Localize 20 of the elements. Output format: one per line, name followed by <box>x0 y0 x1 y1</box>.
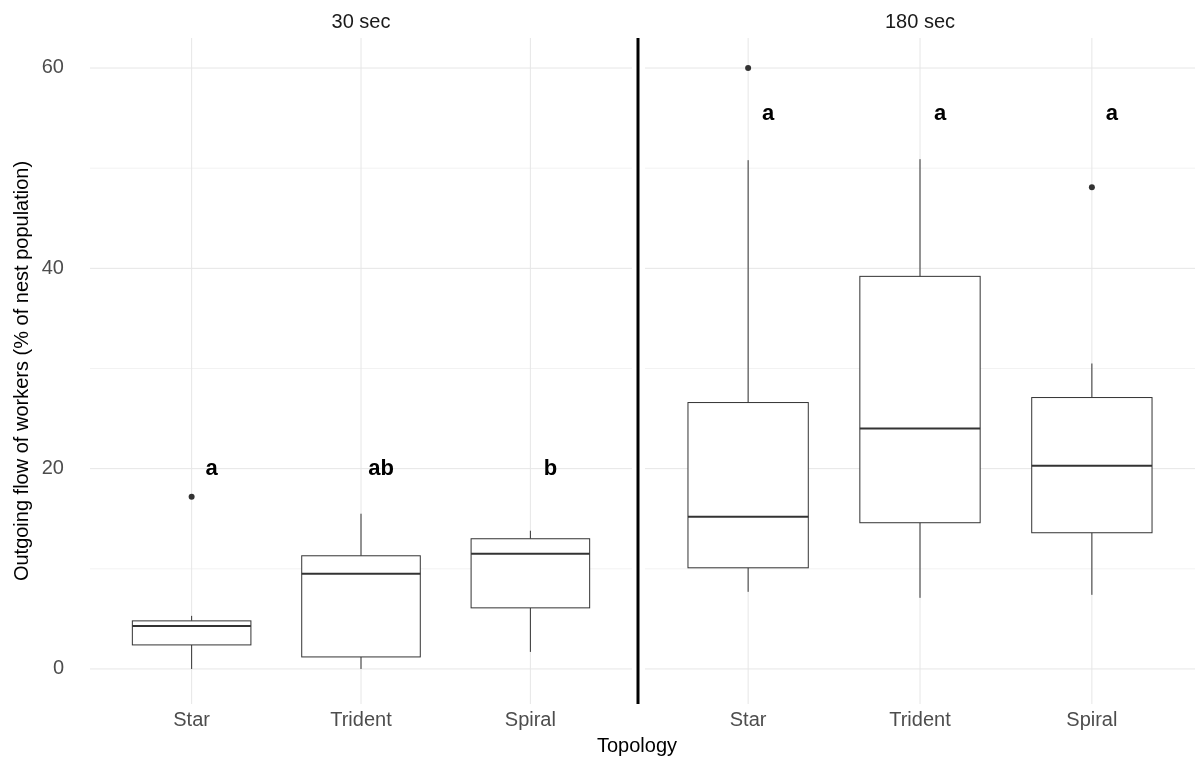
chart-title: 180 sec <box>884 10 956 32</box>
y-tick-label: 40 <box>41 255 64 278</box>
y-tick-label: 60 <box>41 55 64 78</box>
annotation: ab <box>368 454 394 480</box>
annotation: a <box>1105 99 1119 125</box>
x-tick-label: Trident <box>330 708 393 730</box>
y-axis-title: Outgoing flow of workers (% of nest population) <box>10 160 32 582</box>
annotation: a <box>762 99 775 125</box>
annotation: a <box>933 99 947 125</box>
annotation: b <box>543 454 558 480</box>
x-tick-label: Spiral <box>504 708 556 730</box>
x-axis-title: Topology <box>596 734 678 756</box>
x-tick-label: Trident <box>889 708 952 730</box>
y-tick-label: 20 <box>41 455 64 478</box>
annotation: a <box>205 454 219 480</box>
y-tick-label: 0 <box>52 656 64 679</box>
x-tick-label: Star <box>729 708 767 730</box>
x-tick-label: Spiral <box>1066 708 1118 730</box>
chart-title: 30 sec <box>331 10 391 32</box>
x-tick-label: Star <box>173 708 211 730</box>
